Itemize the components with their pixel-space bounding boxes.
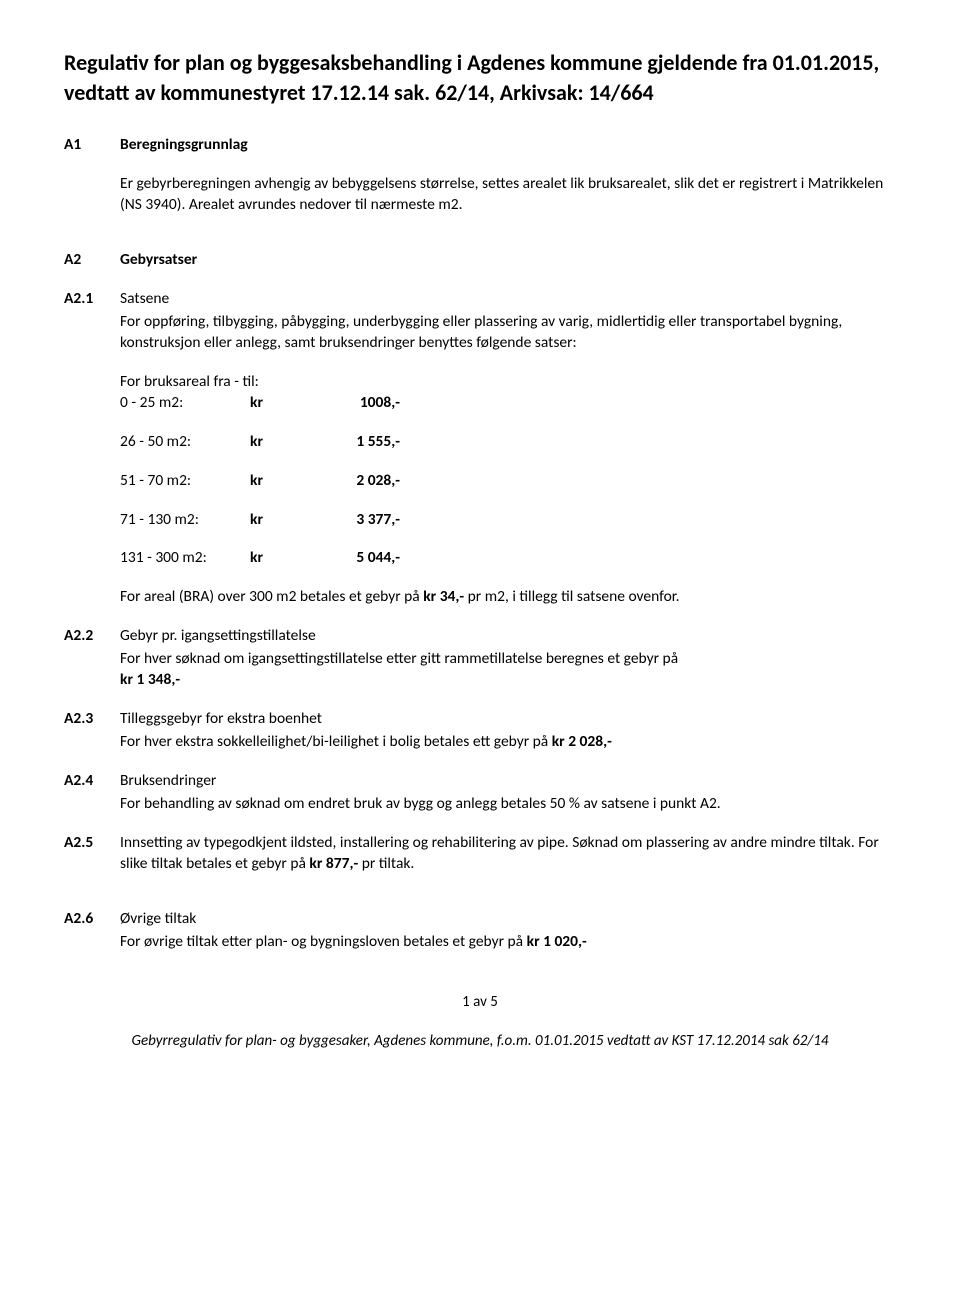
a2-5-post: pr tiltak. xyxy=(358,854,414,873)
a2-6-pre: For øvrige tiltak etter plan- og bygning… xyxy=(120,932,527,951)
section-a2-2-text: For hver søknad om igangsettingstillatel… xyxy=(120,649,896,691)
rates-intro: For bruksareal fra - til: xyxy=(120,372,896,393)
section-a2-6-label: A2.6 xyxy=(64,909,120,953)
section-a2-6: A2.6 Øvrige tiltak For øvrige tiltak ett… xyxy=(64,909,896,953)
section-a2-3: A2.3 Tilleggsgebyr for ekstra boenhet Fo… xyxy=(64,709,896,753)
rate-range: 131 - 300 m2: xyxy=(120,548,250,569)
rate-kr: kr xyxy=(250,471,300,492)
section-a2-4-label: A2.4 xyxy=(64,771,120,815)
rate-row-1: 26 - 50 m2: kr 1 555,- xyxy=(120,432,896,453)
rate-range: 51 - 70 m2: xyxy=(120,471,250,492)
a2-3-bold: kr 2 028,- xyxy=(552,732,612,751)
over300-post: pr m2, i tillegg til satsene ovenfor. xyxy=(464,587,679,606)
section-a2-2-heading: Gebyr pr. igangsettingstillatelse xyxy=(120,626,316,645)
rate-kr: kr xyxy=(250,548,300,569)
section-a1-heading: Beregningsgrunnlag xyxy=(120,135,896,156)
over-300-note: For areal (BRA) over 300 m2 betales et g… xyxy=(120,587,896,608)
section-a2-6-heading: Øvrige tiltak xyxy=(120,909,196,928)
rate-row-0: 0 - 25 m2: kr 1008,- xyxy=(120,393,896,414)
section-a2-4-text: For behandling av søknad om endret bruk … xyxy=(120,794,896,815)
section-a2-3-heading: Tilleggsgebyr for ekstra boenhet xyxy=(120,709,322,728)
page-number: 1 av 5 xyxy=(64,992,896,1012)
section-a2-3-label: A2.3 xyxy=(64,709,120,753)
section-a2-5-label: A2.5 xyxy=(64,833,120,875)
section-a2-3-text: For hver ekstra sokkelleilighet/bi-leili… xyxy=(120,732,896,753)
rate-val: 2 028,- xyxy=(300,471,400,492)
rates-block: For bruksareal fra - til: 0 - 25 m2: kr … xyxy=(120,372,896,608)
rate-val: 3 377,- xyxy=(300,510,400,531)
section-a2-4: A2.4 Bruksendringer For behandling av sø… xyxy=(64,771,896,815)
section-a2-heading: Gebyrsatser xyxy=(120,250,896,271)
section-a2-4-heading: Bruksendringer xyxy=(120,771,216,790)
section-a1: A1 Beregningsgrunnlag Er gebyrberegninge… xyxy=(64,135,896,216)
rate-range: 0 - 25 m2: xyxy=(120,393,250,414)
section-a2: A2 Gebyrsatser xyxy=(64,250,896,271)
over300-bold: kr 34,- xyxy=(423,587,464,606)
document-title: Regulativ for plan og byggesaksbehandlin… xyxy=(64,48,896,107)
section-a2-1-heading: Satsene xyxy=(120,289,169,308)
section-a2-1: A2.1 Satsene For oppføring, tilbygging, … xyxy=(64,289,896,354)
section-a2-2: A2.2 Gebyr pr. igangsettingstillatelse F… xyxy=(64,626,896,691)
section-a2-label: A2 xyxy=(64,250,120,271)
over300-pre: For areal (BRA) over 300 m2 betales et g… xyxy=(120,587,423,606)
section-a2-6-text: For øvrige tiltak etter plan- og bygning… xyxy=(120,932,896,953)
a2-6-bold: kr 1 020,- xyxy=(527,932,587,951)
section-a1-text: Er gebyrberegningen avhengig av bebyggel… xyxy=(120,174,896,216)
rate-row-4: 131 - 300 m2: kr 5 044,- xyxy=(120,548,896,569)
a2-2-pre: For hver søknad om igangsettingstillatel… xyxy=(120,649,678,668)
section-a1-label: A1 xyxy=(64,135,120,216)
a2-3-pre: For hver ekstra sokkelleilighet/bi-leili… xyxy=(120,732,552,751)
rate-row-2: 51 - 70 m2: kr 2 028,- xyxy=(120,471,896,492)
rate-row-3: 71 - 130 m2: kr 3 377,- xyxy=(120,510,896,531)
a2-5-pre: Innsetting av typegodkjent ildsted, inst… xyxy=(120,833,879,873)
rate-kr: kr xyxy=(250,393,300,414)
rate-val: 1008,- xyxy=(300,393,400,414)
section-a2-1-text: For oppføring, tilbygging, påbygging, un… xyxy=(120,312,896,354)
rate-val: 5 044,- xyxy=(300,548,400,569)
section-a2-1-label: A2.1 xyxy=(64,289,120,354)
section-a2-2-label: A2.2 xyxy=(64,626,120,691)
rate-kr: kr xyxy=(250,510,300,531)
a2-2-bold: kr 1 348,- xyxy=(120,670,180,689)
footer-credit: Gebyrregulativ for plan- og byggesaker, … xyxy=(64,1031,896,1051)
rate-range: 26 - 50 m2: xyxy=(120,432,250,453)
a2-5-bold: kr 877,- xyxy=(309,854,358,873)
rate-val: 1 555,- xyxy=(300,432,400,453)
section-a2-5-text: Innsetting av typegodkjent ildsted, inst… xyxy=(120,833,896,875)
rate-range: 71 - 130 m2: xyxy=(120,510,250,531)
section-a2-5: A2.5 Innsetting av typegodkjent ildsted,… xyxy=(64,833,896,875)
rate-kr: kr xyxy=(250,432,300,453)
